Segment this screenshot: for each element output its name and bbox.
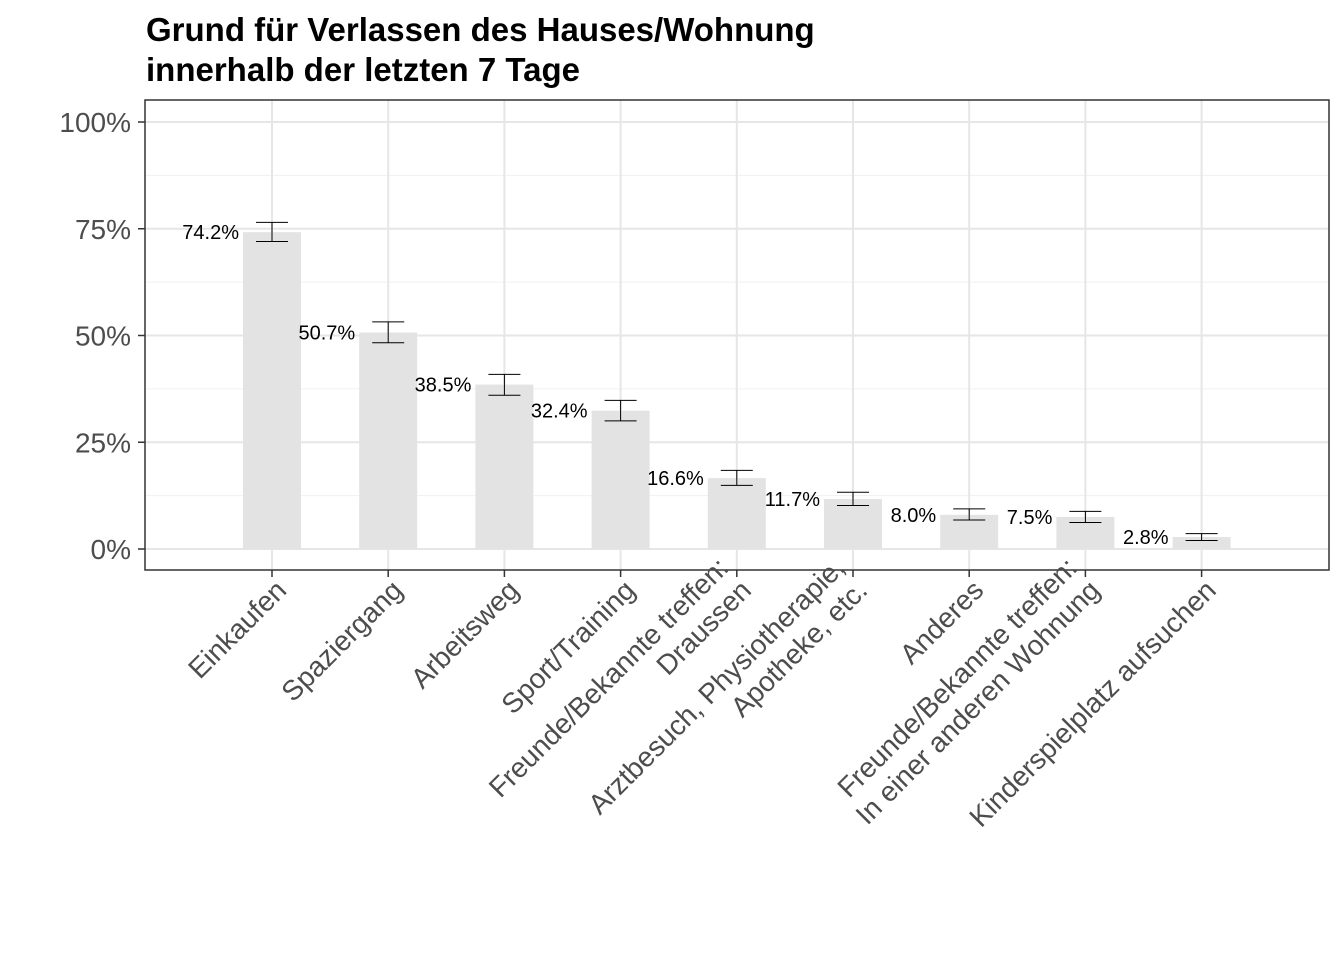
data-label: 50.7% [298, 323, 355, 345]
data-label: 38.5% [415, 375, 472, 397]
x-tick-label-line: In einer anderen Wohnung [850, 574, 1106, 830]
data-label: 7.5% [1007, 507, 1053, 529]
bar [359, 332, 418, 549]
x-tick-label-line: Arbeitsweg [405, 574, 525, 694]
data-label: 74.2% [182, 222, 239, 244]
y-tick-label: 25% [75, 427, 131, 458]
chart-title: Grund für Verlassen des Hauses/Wohnung i… [146, 10, 815, 90]
bar [1172, 537, 1231, 549]
bar [940, 514, 999, 549]
bar [824, 499, 882, 549]
bar [475, 384, 534, 549]
chart-title-line-2: innerhalb der letzten 7 Tage [146, 51, 580, 88]
chart-title-line-1: Grund für Verlassen des Hauses/Wohnung [146, 11, 815, 48]
data-label: 2.8% [1123, 527, 1169, 549]
x-tick-label-line: Einkaufen [182, 574, 292, 684]
y-tick-label: 0% [91, 534, 131, 565]
data-label: 32.4% [531, 401, 588, 423]
bar [707, 478, 766, 549]
data-label: 16.6% [647, 468, 704, 490]
bar [243, 232, 301, 549]
x-tick-label-line: Spaziergang [275, 574, 408, 707]
y-tick-label: 100% [59, 107, 131, 138]
x-tick-label: Arbeitsweg [405, 574, 525, 694]
y-tick-label: 75% [75, 214, 131, 245]
x-tick-label: Einkaufen [182, 574, 292, 684]
x-tick-label: Spaziergang [275, 574, 408, 707]
data-label: 11.7% [765, 489, 820, 511]
y-tick-label: 50% [75, 321, 131, 352]
data-label: 8.0% [891, 505, 937, 527]
bar [591, 410, 650, 549]
